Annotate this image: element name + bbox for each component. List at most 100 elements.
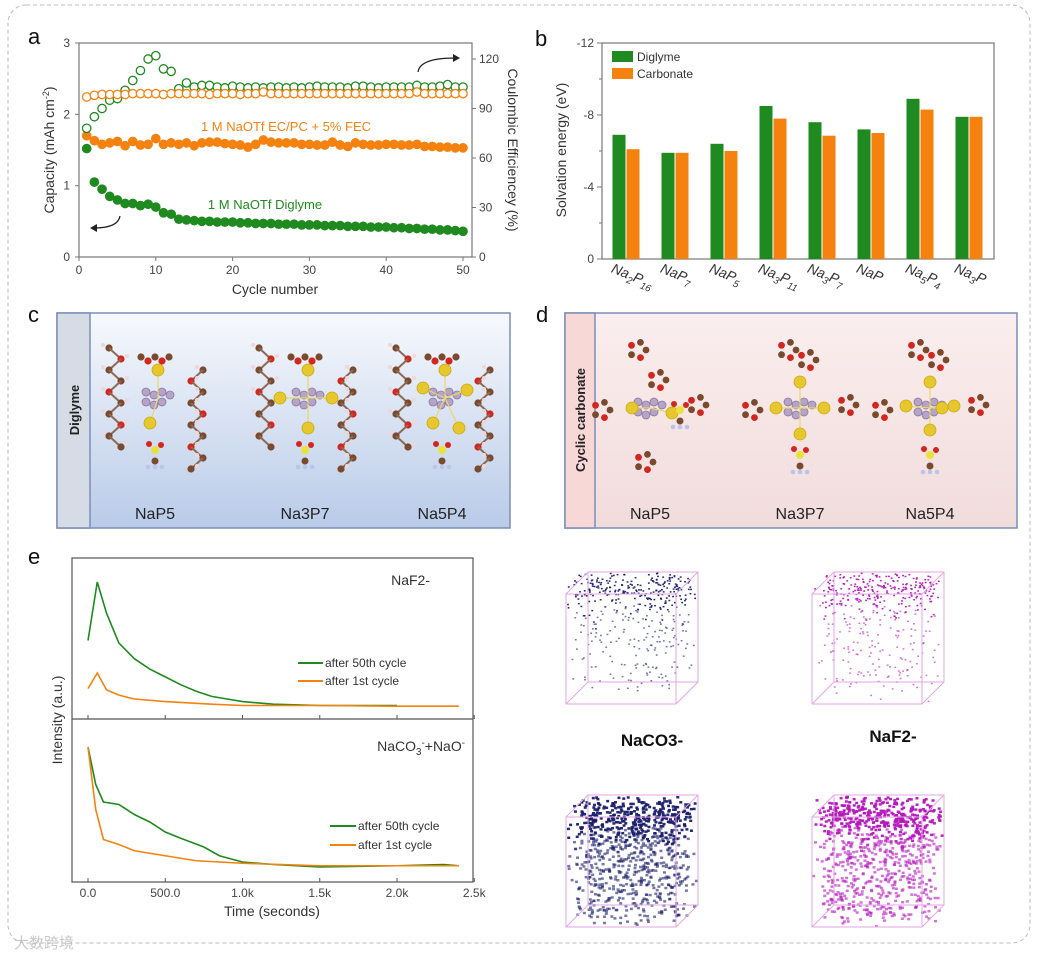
bar-diglyme-Na3P	[955, 116, 969, 259]
panel-label-e: e	[28, 544, 40, 569]
y-axis-label: Intensity (a.u.)	[49, 676, 65, 765]
data-point	[135, 65, 146, 76]
data-point	[212, 137, 223, 148]
y2-tick-label: 30	[479, 201, 493, 215]
data-point	[127, 136, 138, 147]
x-category-label: Na3P	[951, 260, 989, 291]
data-point	[135, 200, 146, 211]
data-point	[150, 133, 161, 144]
x-tick-label: 1.5k	[308, 886, 332, 900]
bar-carbonate-NaP	[871, 133, 885, 259]
data-point	[158, 207, 169, 218]
diglyme-structure-2	[388, 343, 494, 473]
x-category-label: NaP7	[657, 260, 695, 291]
map-label-naco3: NaCO3-	[620, 731, 684, 750]
data-point	[181, 78, 192, 88]
panel-c-structure-label-na5p4: Na5P4	[417, 506, 467, 523]
bar-carbonate-Na3P7	[822, 135, 836, 259]
data-point	[258, 87, 269, 97]
map-naco3-after-50th	[565, 794, 699, 928]
panel-d-structure-label-na5p4: Na5P4	[905, 506, 955, 523]
panel-label-b: b	[535, 26, 547, 51]
y2-axis-label: Coulombic Efficiencey (%)	[505, 68, 521, 231]
bar-carbonate-NaP5	[724, 151, 738, 259]
x-tick-label: 40	[380, 263, 394, 277]
arrowhead-icon	[453, 54, 460, 62]
legend-label-diglyme: Diglyme	[637, 50, 681, 64]
x-category-label: Na2P16	[608, 260, 656, 295]
annotation-carbonate: 1 M NaOTf EC/PC + 5% FEC	[201, 119, 371, 134]
panel-c-sidebar	[56, 312, 91, 529]
data-point	[150, 202, 161, 212]
data-point	[81, 92, 92, 102]
x-category-label: NaP5	[706, 260, 744, 291]
data-point	[404, 88, 415, 99]
data-point	[204, 80, 215, 91]
map-label-naf2: NaF2-	[869, 727, 917, 746]
carbonate-structure-2	[872, 338, 990, 475]
data-point	[97, 139, 107, 150]
y-tick-label: 0	[587, 252, 594, 266]
y-tick-label: -8	[583, 108, 594, 122]
y-tick-label: 3	[63, 36, 70, 50]
x-tick-label: 2.5k	[463, 886, 487, 900]
bar-diglyme-NaP7	[661, 152, 675, 259]
data-point	[127, 75, 138, 86]
y-axis-label: Solvation energy (eV)	[553, 83, 569, 218]
arrowhead-icon	[90, 224, 97, 232]
bar-carbonate-Na3P	[969, 116, 983, 259]
carbonate-structure-1	[742, 338, 860, 475]
data-point	[458, 226, 468, 237]
legend-label: after 50th cycle	[325, 656, 407, 670]
x-tick-label: 30	[303, 263, 317, 277]
map-naf2-after-50th	[811, 794, 945, 928]
subplot-title-naf2: NaF2-	[391, 572, 430, 588]
y-tick-label: -4	[583, 180, 594, 194]
y2-tick-label: 0	[479, 250, 486, 264]
y-tick-label: 2	[63, 107, 70, 121]
plot-a-frame	[78, 42, 473, 258]
series-carbonate-ce	[81, 87, 468, 102]
data-point	[173, 139, 184, 150]
panel-d-structure-label-na3p7: Na3P7	[775, 506, 825, 523]
panel-c-structure-label-na3p7: Na3P7	[280, 506, 330, 523]
data-point	[250, 139, 261, 150]
y2-tick-label: 90	[479, 102, 493, 116]
x-tick-label: 20	[226, 263, 240, 277]
y-tick-label: 1	[63, 179, 70, 193]
x-category-label: Na3P7	[804, 260, 847, 293]
data-point	[166, 66, 177, 77]
legend-swatch-carbonate	[612, 68, 633, 79]
data-point	[150, 50, 161, 61]
data-point	[342, 141, 353, 152]
bar-diglyme-Na3P11	[759, 106, 773, 259]
bar-carbonate-Na5P4	[920, 109, 934, 259]
bar-carbonate-Na3P11	[773, 118, 787, 259]
data-point	[104, 138, 115, 148]
data-point	[350, 138, 361, 148]
panel-label-c: c	[28, 302, 39, 327]
series-carbonate-capacity	[81, 130, 468, 153]
data-point	[112, 136, 123, 147]
bar-diglyme-Na5P4	[906, 98, 920, 259]
y-axis-label: Capacity (mAh cm-2)	[41, 86, 57, 213]
carbonate-structure-0	[592, 338, 710, 474]
diglyme-structure-1	[251, 343, 357, 473]
data-point	[81, 123, 92, 134]
panel-d-structure-label-nap5: NaP5	[629, 506, 671, 523]
y-axis-label-part: )	[41, 86, 57, 91]
data-point	[250, 88, 261, 99]
data-point	[97, 184, 107, 195]
data-point	[89, 135, 100, 146]
plot-e-frame	[71, 557, 474, 883]
x-tick-label: 0	[76, 263, 83, 277]
y-axis-label-part: Capacity (mAh cm	[41, 99, 57, 213]
data-point	[89, 111, 100, 122]
panel-label-d: d	[536, 302, 548, 327]
x-tick-label: 50	[456, 263, 470, 277]
y2-tick-label: 60	[479, 151, 493, 165]
line-naf2-after-1st-cycle	[87, 671, 459, 707]
data-point	[158, 139, 169, 150]
y-axis-label-part: -2	[41, 91, 51, 99]
